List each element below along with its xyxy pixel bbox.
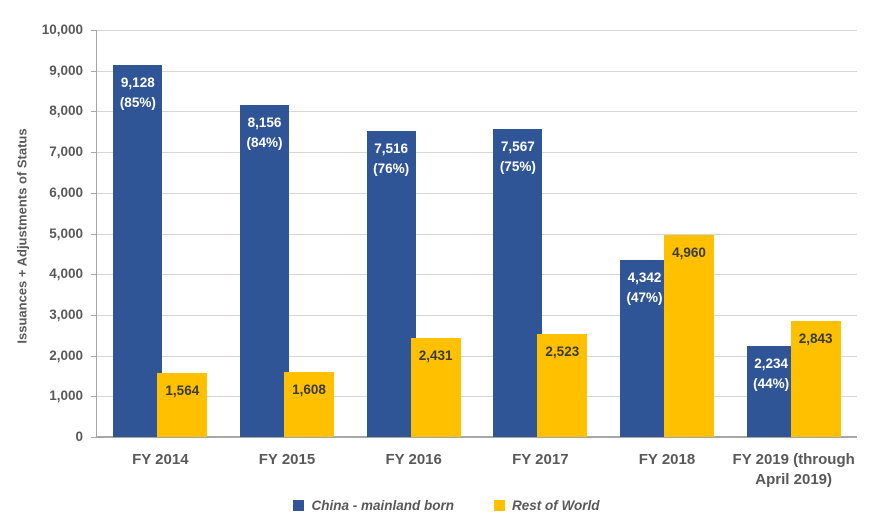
legend-item-rest-of-world: Rest of World bbox=[494, 498, 600, 513]
x-category-label: FY 2017 bbox=[512, 451, 569, 468]
gridline bbox=[97, 355, 857, 357]
bar-percent-text: (76%) bbox=[373, 161, 410, 177]
bar-value-text: 2,523 bbox=[545, 344, 580, 360]
bar-rest-of-world bbox=[537, 334, 588, 437]
y-tick-label: 2,000 bbox=[49, 347, 83, 363]
legend: China - mainland born Rest of World bbox=[0, 498, 893, 513]
bar-value-label: 8,156 (84%) bbox=[240, 113, 289, 153]
gridline bbox=[97, 30, 857, 31]
gridline bbox=[97, 274, 857, 276]
bar-percent-text: (44%) bbox=[753, 376, 790, 392]
gridline bbox=[97, 314, 857, 316]
bar-percent-text: (84%) bbox=[246, 135, 283, 151]
y-axis-tick bbox=[91, 233, 97, 235]
bar-value-label: 2,523 bbox=[537, 342, 587, 362]
bar-percent-text: (47%) bbox=[626, 290, 663, 306]
y-tick-label: 6,000 bbox=[49, 184, 83, 200]
bar-china-mainland-born bbox=[366, 131, 416, 437]
y-tick-label: 4,000 bbox=[49, 266, 83, 282]
y-axis-tick bbox=[91, 70, 97, 72]
legend-item-china-mainland-born: China - mainland born bbox=[293, 498, 454, 513]
legend-swatch-icon bbox=[293, 500, 305, 511]
bar-value-text: 2,431 bbox=[418, 348, 453, 364]
y-tick-label: 7,000 bbox=[49, 144, 83, 160]
x-category-label: FY 2015 bbox=[258, 451, 316, 468]
bar-rest-of-world bbox=[410, 338, 461, 437]
y-axis-tick bbox=[91, 396, 97, 398]
bar-value-text: 2,843 bbox=[798, 331, 833, 347]
bar-value-label: 2,843 bbox=[791, 329, 841, 349]
y-tick-label: 3,000 bbox=[49, 306, 83, 322]
bar-value-label: 9,128 (85%) bbox=[113, 73, 162, 113]
x-category-label: FY 2014 bbox=[132, 451, 189, 468]
bar-value-label: 7,567 (75%) bbox=[493, 137, 542, 177]
y-tick-label: 10,000 bbox=[41, 22, 83, 37]
y-axis-tick bbox=[91, 30, 97, 31]
y-axis-tick bbox=[91, 437, 97, 438]
bar-china-mainland-born bbox=[620, 260, 669, 437]
y-axis-tick bbox=[91, 355, 97, 357]
gridline bbox=[97, 396, 857, 398]
bar-value-label: 2,431 bbox=[411, 346, 461, 366]
bar-value-text: 9,128 bbox=[120, 75, 155, 91]
y-tick-label: 5,000 bbox=[49, 225, 83, 241]
y-axis-tick bbox=[91, 152, 97, 154]
gridline bbox=[97, 233, 857, 235]
gridline bbox=[97, 111, 857, 113]
bar-value-label: 1,564 bbox=[157, 381, 207, 401]
gridline bbox=[97, 152, 857, 154]
bar-value-label: 2,234 (44%) bbox=[747, 354, 796, 394]
x-category-label: FY 2018 bbox=[638, 451, 696, 468]
bar-value-text: 4,960 bbox=[672, 245, 706, 261]
bar-value-text: 7,567 bbox=[500, 139, 535, 155]
bar-china-mainland-born bbox=[493, 129, 543, 437]
bar-value-text: 2,234 bbox=[754, 356, 789, 372]
y-axis-tick bbox=[91, 111, 97, 113]
y-axis-tick bbox=[91, 192, 97, 194]
bar-china-mainland-born bbox=[113, 65, 163, 437]
bar-value-label: 4,342 (47%) bbox=[620, 268, 669, 308]
y-axis-tick bbox=[91, 314, 97, 316]
bar-value-label: 1,608 bbox=[284, 380, 334, 400]
bar-percent-text: (75%) bbox=[499, 159, 536, 175]
gridline bbox=[97, 192, 857, 194]
y-tick-label: 9,000 bbox=[49, 62, 83, 78]
bar-china-mainland-born bbox=[240, 105, 289, 437]
y-tick-label: 1,000 bbox=[49, 388, 83, 404]
legend-swatch-icon bbox=[494, 500, 505, 511]
x-axis-line bbox=[97, 436, 857, 438]
bar-value-text: 8,156 bbox=[247, 115, 282, 131]
bar-rest-of-world bbox=[157, 373, 208, 437]
x-category-label: FY 2016 bbox=[385, 451, 442, 468]
gridline bbox=[97, 70, 857, 72]
y-axis-tick bbox=[91, 274, 97, 276]
bar-rest-of-world bbox=[664, 235, 714, 437]
bar-value-text: 7,516 bbox=[374, 141, 409, 157]
bar-value-text: 1,564 bbox=[165, 383, 200, 399]
bar-rest-of-world bbox=[284, 371, 334, 437]
legend-label: China - mainland born bbox=[311, 498, 454, 513]
x-category-label: FY 2019 (through April 2019) bbox=[732, 451, 855, 488]
bar-rest-of-world bbox=[790, 321, 841, 437]
bar-value-label: 4,960 bbox=[664, 243, 714, 263]
bar-value-text: 1,608 bbox=[292, 381, 326, 397]
bar-value-label: 7,516 (76%) bbox=[367, 139, 416, 179]
bar-china-mainland-born bbox=[746, 346, 796, 437]
y-tick-label: 8,000 bbox=[49, 103, 83, 119]
y-tick-label: 0 bbox=[75, 429, 83, 444]
bar-percent-text: (85%) bbox=[119, 95, 156, 111]
bar-value-text: 4,342 bbox=[627, 270, 662, 286]
legend-label: Rest of World bbox=[512, 498, 600, 513]
y-axis-line bbox=[96, 30, 97, 438]
